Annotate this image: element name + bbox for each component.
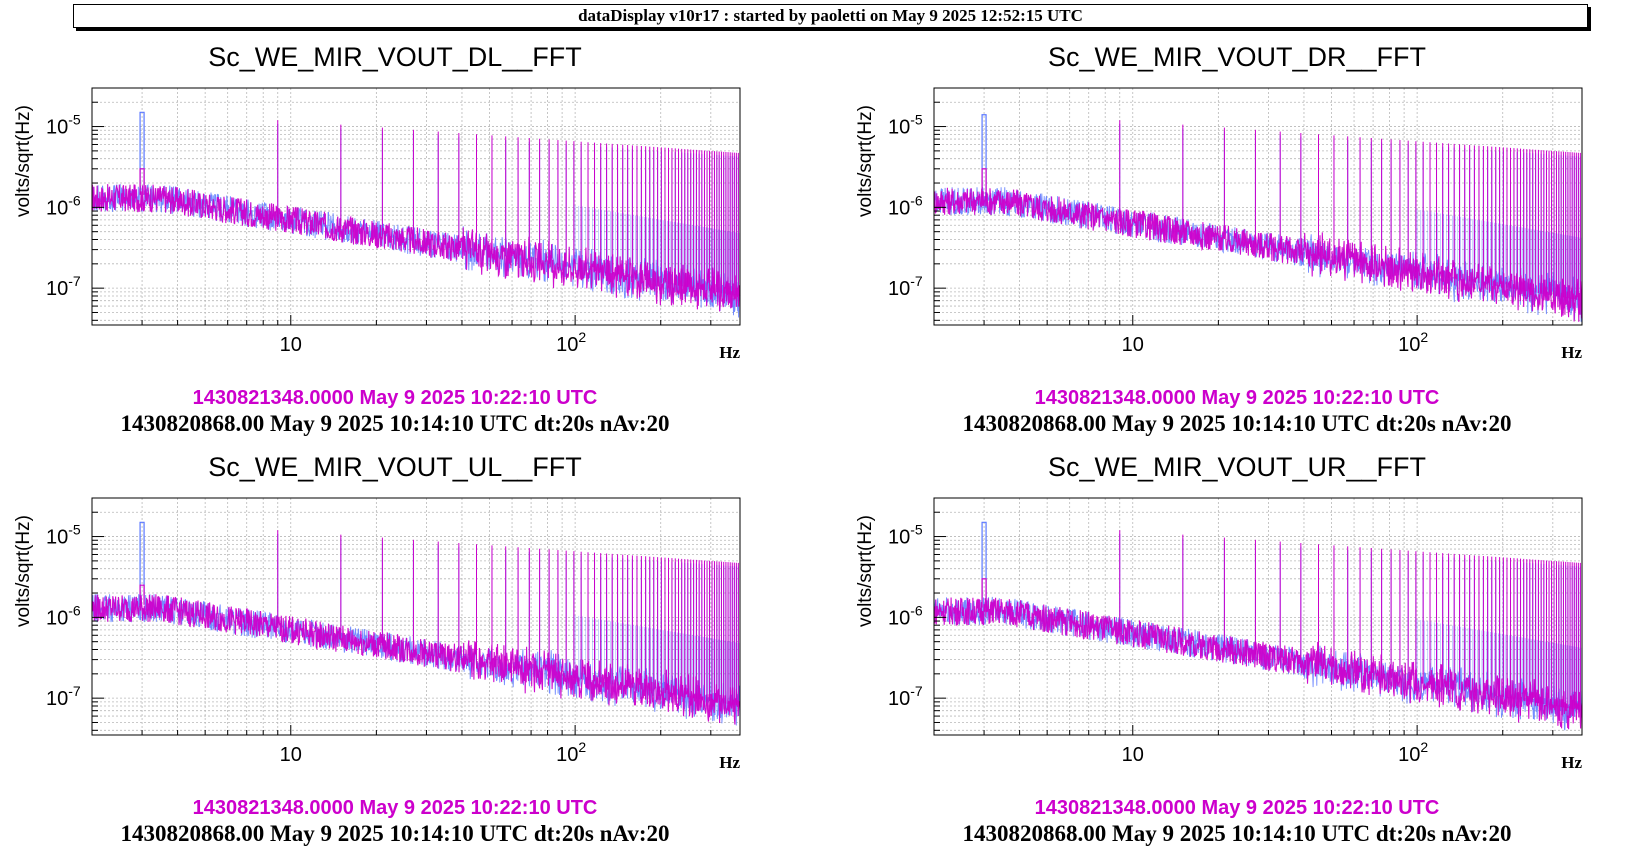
reference-time-label: 1430820868.00 May 9 2025 10:14:10 UTC dt… xyxy=(962,411,1512,436)
y-tick-label: 10-6 xyxy=(888,192,923,219)
reference-time-label: 1430820868.00 May 9 2025 10:14:10 UTC dt… xyxy=(962,821,1512,846)
y-tick-label-exp: -5 xyxy=(68,522,81,538)
peak-3hz-mark xyxy=(139,521,145,605)
x-tick-label-10: 10 xyxy=(1122,334,1144,356)
x-tick-label-100: 102 xyxy=(1398,329,1428,356)
y-tick-label-exp: -7 xyxy=(910,683,923,699)
comb-lines xyxy=(1119,120,1581,301)
comb-lines xyxy=(277,120,739,296)
y-tick-label: 10-5 xyxy=(888,112,923,139)
y-tick-label: 10-5 xyxy=(46,112,81,139)
x-axis-label: Hz xyxy=(719,343,740,362)
x-tick-label-100-exp: 2 xyxy=(1420,329,1428,345)
plot-frame xyxy=(91,497,741,736)
peak-3hz-mark xyxy=(981,168,987,198)
y-tick-label: 10-6 xyxy=(46,602,81,629)
y-tick-label: 10-7 xyxy=(888,273,923,300)
peak-3hz xyxy=(981,114,987,198)
x-axis-label: Hz xyxy=(719,753,740,772)
peak-3hz xyxy=(139,111,145,195)
x-tick-label-10: 10 xyxy=(280,334,302,356)
y-tick-label: 10-6 xyxy=(888,602,923,629)
chart-title: Sc_WE_MIR_VOUT_UL__FFT xyxy=(208,452,582,482)
peak-3hz-mark xyxy=(139,111,145,195)
chart-panel-ur: Sc_WE_MIR_VOUT_UR__FFT volts/sqrt(Hz) 10… xyxy=(842,452,1632,852)
y-tick-label: 10-5 xyxy=(888,522,923,549)
peak-3hz-mark xyxy=(981,114,987,198)
reference-time-label: 1430820868.00 May 9 2025 10:14:10 UTC dt… xyxy=(120,411,670,436)
y-tick-label-exp: -5 xyxy=(910,112,923,128)
y-tick-label-exp: -6 xyxy=(68,602,81,618)
comb-lines xyxy=(1119,530,1581,711)
current-time-label: 1430821348.0000 May 9 2025 10:22:10 UTC xyxy=(1034,797,1440,819)
y-tick-label: 10-7 xyxy=(888,683,923,710)
plot-area: 10 102 10-7 10-6 10-5 Hz xyxy=(888,87,1583,362)
y-tick-label: 10-5 xyxy=(46,522,81,549)
x-tick-label-100-exp: 2 xyxy=(578,329,586,345)
chart-title: Sc_WE_MIR_VOUT_DL__FFT xyxy=(208,42,582,72)
chart-panel-dl: Sc_WE_MIR_VOUT_DL__FFT volts/sqrt(Hz) 10… xyxy=(0,42,790,442)
y-tick-label: 10-7 xyxy=(46,683,81,710)
x-tick-label-100: 102 xyxy=(556,329,586,356)
chart-panel-ul: Sc_WE_MIR_VOUT_UL__FFT volts/sqrt(Hz) 10… xyxy=(0,452,790,852)
grid xyxy=(933,88,1582,325)
peak-3hz xyxy=(139,521,145,605)
plot-area: 10 102 10-7 10-6 10-5 Hz xyxy=(46,87,741,362)
x-axis-label: Hz xyxy=(1561,343,1582,362)
y-tick-label-exp: -7 xyxy=(910,273,923,289)
y-tick-label-exp: -6 xyxy=(910,602,923,618)
peak-3hz xyxy=(981,521,987,608)
current-time-label: 1430821348.0000 May 9 2025 10:22:10 UTC xyxy=(192,797,598,819)
chart-panel-dr: Sc_WE_MIR_VOUT_DR__FFT volts/sqrt(Hz) 10… xyxy=(842,42,1632,442)
y-tick-label-exp: -5 xyxy=(910,522,923,538)
x-axis-label: Hz xyxy=(1561,753,1582,772)
y-tick-label: 10-6 xyxy=(46,192,81,219)
peak-3hz-mark xyxy=(981,578,987,608)
plot-area: 10 102 10-7 10-6 10-5 Hz xyxy=(888,497,1583,772)
y-tick-label-exp: -5 xyxy=(68,112,81,128)
banner-title: dataDisplay v10r17 : started by paoletti… xyxy=(73,4,1588,28)
plot-frame xyxy=(933,497,1583,736)
peak-3hz xyxy=(981,578,987,608)
peak-3hz-mark xyxy=(139,168,145,195)
y-tick-label-exp: -7 xyxy=(68,683,81,699)
chart-title: Sc_WE_MIR_VOUT_DR__FFT xyxy=(1047,42,1427,72)
y-tick-label-exp: -7 xyxy=(68,273,81,289)
x-tick-label-100: 102 xyxy=(556,739,586,766)
reference-time-label: 1430820868.00 May 9 2025 10:14:10 UTC dt… xyxy=(120,821,670,846)
y-tick-label: 10-7 xyxy=(46,273,81,300)
x-tick-label-100: 102 xyxy=(1398,739,1428,766)
plot-area: 10 102 10-7 10-6 10-5 Hz xyxy=(46,497,741,772)
peak-3hz xyxy=(981,168,987,198)
chart-title: Sc_WE_MIR_VOUT_UR__FFT xyxy=(1047,452,1427,482)
peak-3hz xyxy=(139,168,145,195)
comb-lines xyxy=(277,530,739,706)
series-current-trace xyxy=(933,187,1583,322)
peak-3hz-mark xyxy=(981,521,987,608)
peak-3hz-mark xyxy=(139,584,145,605)
x-tick-label-100-exp: 2 xyxy=(1420,739,1428,755)
current-time-label: 1430821348.0000 May 9 2025 10:22:10 UTC xyxy=(1034,387,1440,409)
series-reference-trace xyxy=(933,596,1583,731)
peak-3hz xyxy=(139,584,145,605)
x-tick-label-100-exp: 2 xyxy=(578,739,586,755)
y-tick-label-exp: -6 xyxy=(68,192,81,208)
x-tick-label-10: 10 xyxy=(280,744,302,766)
y-tick-label-exp: -6 xyxy=(910,192,923,208)
series-current-trace xyxy=(933,597,1583,730)
x-tick-label-10: 10 xyxy=(1122,744,1144,766)
plot-frame xyxy=(91,87,741,326)
current-time-label: 1430821348.0000 May 9 2025 10:22:10 UTC xyxy=(192,387,598,409)
plot-frame xyxy=(933,87,1583,326)
